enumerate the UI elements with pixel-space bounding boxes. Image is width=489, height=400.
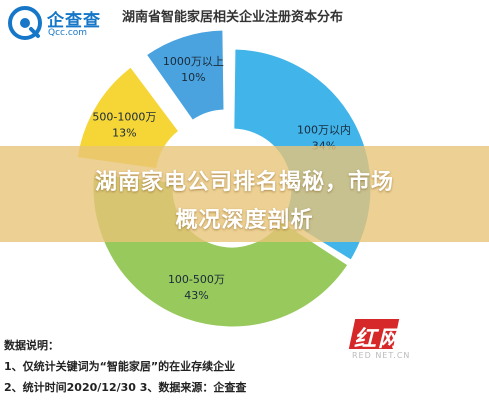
logo-text: 企查查 [47, 11, 101, 31]
slice-category-label-1: 100-500万 [168, 273, 225, 286]
data-notes: 数据说明： 1、仅统计关键词为“智能家居”的在业存续企业 2、统计时间2020/… [4, 335, 334, 398]
headline-line-1: 湖南家电公司排名揭秘，市场 [94, 170, 394, 195]
rednet-watermark: 红网时刻 RED NET.CN [338, 317, 488, 377]
donut-slice-3 [143, 27, 227, 124]
slice-category-label-3: 1000万以上 [163, 55, 224, 68]
slice-value-label-2: 13% [112, 126, 136, 139]
chart-title: 湖南省智能家居相关企业注册资本分布 [122, 10, 344, 25]
qcc-logo: 企查查 Qcc.com [7, 5, 111, 41]
watermark-sub: RED NET.CN [352, 351, 411, 360]
logo-domain: Qcc.com [48, 28, 88, 38]
notes-line-2: 2、统计时间2020/12/30 3、数据来源：企查查 [4, 381, 247, 394]
notes-title: 数据说明： [4, 339, 59, 352]
slice-value-label-3: 10% [181, 71, 205, 84]
slice-category-label-2: 500-1000万 [92, 110, 156, 123]
slice-value-label-1: 43% [184, 289, 208, 302]
qcc-logo-icon [8, 6, 42, 40]
slice-category-label-0: 100万以内 [297, 122, 351, 136]
headline-banner: 湖南家电公司排名揭秘，市场 概况深度剖析 [0, 146, 489, 242]
watermark-main: 红网时刻 [354, 327, 451, 352]
headline-line-2: 概况深度剖析 [175, 208, 314, 233]
notes-line-1: 1、仅统计关键词为“智能家居”的在业存续企业 [4, 360, 236, 373]
